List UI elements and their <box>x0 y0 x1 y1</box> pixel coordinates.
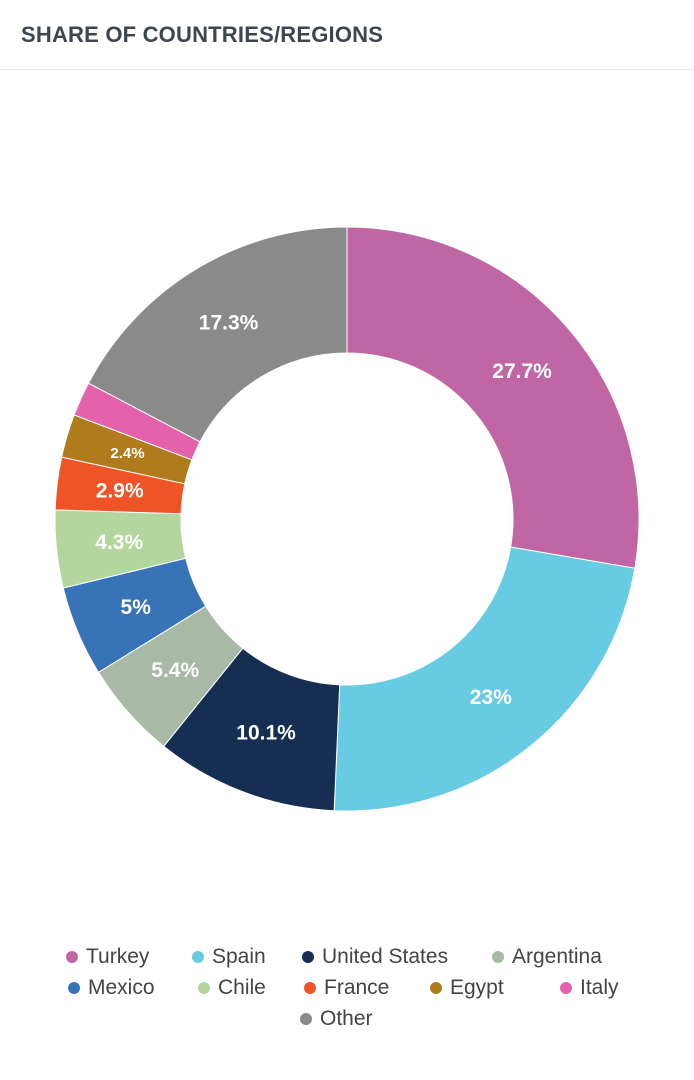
legend-label: Egypt <box>450 976 504 999</box>
legend-label: Spain <box>212 945 266 968</box>
legend-item-mexico[interactable]: Mexico <box>68 975 155 1001</box>
legend-label: Italy <box>580 976 619 999</box>
legend-item-united-states[interactable]: United States <box>302 944 448 970</box>
chart-title: SHARE OF COUNTRIES/REGIONS <box>21 22 384 47</box>
legend-marker-icon <box>560 982 572 994</box>
legend-marker-icon <box>192 951 204 963</box>
donut-chart: 27.7% 23% 10.1% 5.4% 5% 4.3% 2.9% 2.4% 17.3% <box>54 226 640 812</box>
card-header: SHARE OF COUNTRIES/REGIONS <box>0 0 694 70</box>
slice-label-france: 2.9% <box>96 480 144 503</box>
legend-marker-icon <box>430 982 442 994</box>
slice-label-mexico: 5% <box>121 596 152 619</box>
slice-label-argentina: 5.4% <box>151 659 199 682</box>
legend-marker-icon <box>302 951 314 963</box>
legend-row: Turkey Spain United States Argentina <box>0 944 694 970</box>
legend-row: Other <box>0 1006 694 1032</box>
legend-item-other[interactable]: Other <box>300 1006 373 1032</box>
slice-turkey[interactable] <box>346 226 640 569</box>
legend-label: Chile <box>218 976 266 999</box>
legend-marker-icon <box>66 951 78 963</box>
slice-label-other: 17.3% <box>199 311 259 334</box>
legend-item-spain[interactable]: Spain <box>192 944 266 970</box>
legend-label: France <box>324 976 390 999</box>
legend-marker-icon <box>198 982 210 994</box>
legend-marker-icon <box>492 951 504 963</box>
slice-other[interactable] <box>87 226 348 443</box>
legend-marker-icon <box>304 982 316 994</box>
chart-area: 27.7% 23% 10.1% 5.4% 5% 4.3% 2.9% 2.4% 17.3% <box>0 70 694 930</box>
legend-item-italy[interactable]: Italy <box>560 975 619 1001</box>
legend-label: Argentina <box>512 945 602 968</box>
legend-item-turkey[interactable]: Turkey <box>66 944 149 970</box>
legend-marker-icon <box>300 1013 312 1025</box>
legend-item-egypt[interactable]: Egypt <box>430 975 504 1001</box>
legend-label: Mexico <box>88 976 155 999</box>
legend-item-chile[interactable]: Chile <box>198 975 266 1001</box>
slice-label-united-states: 10.1% <box>236 722 296 745</box>
legend-marker-icon <box>68 982 80 994</box>
legend-label: Turkey <box>86 945 150 968</box>
slice-spain[interactable] <box>333 546 636 812</box>
legend-label: United States <box>322 945 449 968</box>
legend-label: Other <box>320 1007 373 1030</box>
slice-label-egypt: 2.4% <box>110 445 144 462</box>
legend-item-argentina[interactable]: Argentina <box>492 944 602 970</box>
slice-label-spain: 23% <box>470 686 512 709</box>
slice-label-chile: 4.3% <box>95 531 143 554</box>
slice-label-turkey: 27.7% <box>492 360 552 383</box>
legend-item-france[interactable]: France <box>304 975 389 1001</box>
legend-row: Mexico Chile France Egypt Italy <box>0 975 694 1001</box>
